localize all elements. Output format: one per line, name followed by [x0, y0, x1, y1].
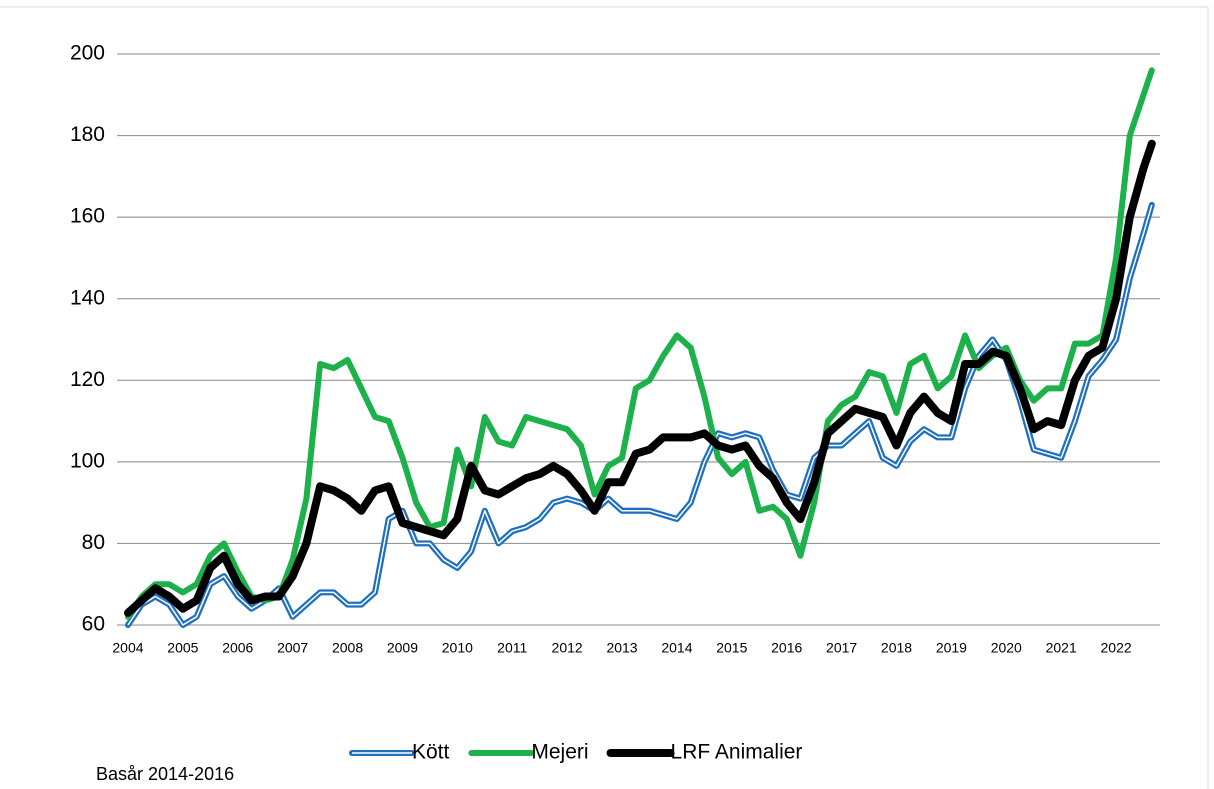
- x-tick-label: 2006: [222, 640, 253, 656]
- y-tick-label: 180: [70, 123, 105, 146]
- legend-label: Kött: [412, 741, 450, 764]
- legend-label: Mejeri: [531, 741, 588, 764]
- x-tick-label: 2008: [332, 640, 363, 656]
- x-tick-label: 2009: [387, 640, 418, 656]
- x-tick-label: 2022: [1101, 640, 1132, 656]
- x-tick-label: 2020: [991, 640, 1022, 656]
- x-tick-label: 2007: [277, 640, 308, 656]
- x-tick-label: 2014: [661, 640, 692, 656]
- x-tick-label: 2021: [1046, 640, 1077, 656]
- x-tick-label: 2010: [442, 640, 473, 656]
- x-tick-label: 2017: [826, 640, 857, 656]
- x-tick-label: 2011: [497, 640, 527, 656]
- legend-label: LRF Animalier: [671, 741, 803, 764]
- x-tick-label: 2004: [112, 640, 143, 656]
- x-tick-label: 2013: [606, 640, 637, 656]
- y-tick-label: 80: [82, 531, 105, 554]
- x-tick-label: 2005: [167, 640, 198, 656]
- y-tick-label: 160: [70, 205, 105, 228]
- x-tick-label: 2019: [936, 640, 967, 656]
- y-tick-label: 60: [82, 613, 105, 636]
- x-tick-label: 2016: [771, 640, 802, 656]
- x-tick-label: 2012: [552, 640, 583, 656]
- x-tick-label: 2018: [881, 640, 912, 656]
- y-tick-label: 140: [70, 286, 105, 309]
- series-line: [124, 139, 1156, 617]
- series-line: [125, 201, 1155, 628]
- x-tick-label: 2015: [716, 640, 747, 656]
- annotation: Basår 2014-2016: [96, 764, 234, 784]
- y-tick-label: 200: [70, 42, 105, 65]
- y-tick-label: 120: [70, 368, 105, 391]
- series-line-inner: [127, 204, 1153, 626]
- y-tick-label: 100: [70, 449, 105, 472]
